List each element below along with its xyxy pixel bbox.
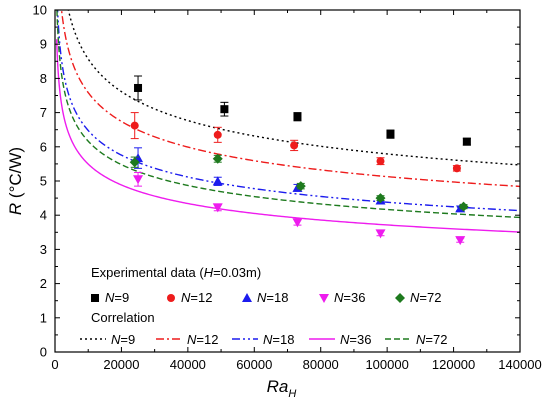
legend-line-label-n-9: N=9 [111,332,135,347]
x-axis-title-sub: H [288,388,296,400]
data-point-n-12-4 [452,164,461,173]
experimental-points [129,75,471,246]
legend-line-label-n-18: N=18 [263,332,294,347]
data-point-n-36-4 [455,236,466,246]
legend-label-var-n-36: N [334,290,344,305]
correlation-curve-n-18 [56,10,520,212]
y-tick-label-6: 6 [40,139,47,154]
legend-label-var-n-18: N [257,290,267,305]
legend-header-experimental-var: H [204,265,214,280]
x-axis-title: RaH [267,377,297,400]
data-point-n-72-3 [375,193,386,204]
legend-label-n-9: N=9 [105,290,129,305]
y-tick-label-5: 5 [40,174,47,189]
x-tick-label-7: 140000 [498,357,541,372]
legend-marker-n-72 [395,293,405,303]
legend-label-value-n-36: =36 [343,290,365,305]
y-tick-label-8: 8 [40,71,47,86]
x-tick-label-6: 120000 [432,357,475,372]
legend-marker-n-12 [167,294,175,302]
legend-label-n-18: N=18 [257,290,288,305]
legend-line-label-n-72: N=72 [416,332,447,347]
y-tick-label-9: 9 [40,37,47,52]
x-tick-label-4: 80000 [303,357,339,372]
x-tick-label-3: 60000 [236,357,272,372]
data-point-n-12-0 [130,121,139,130]
legend-marker-n-36 [319,294,329,303]
legend-header-correlation: Correlation [91,310,155,325]
legend-line-label-var-n-12: N [187,332,197,347]
legend-line-label-n-12: N=12 [187,332,218,347]
legend-label-var-n-9: N [105,290,115,305]
data-point-n-72-1 [212,153,223,164]
legend-label-value-n-18: =18 [266,290,288,305]
data-point-n-9-3 [386,130,395,139]
legend-marker-n-18 [242,293,252,302]
y-tick-label-3: 3 [40,242,47,257]
legend-line-label-value-n-9: =9 [120,332,135,347]
legend-line-label-value-n-36: =36 [349,332,371,347]
data-point-n-18-1 [212,176,223,186]
y-axis-title-unit: (°C/W) [6,147,25,198]
correlation-curve-n-72 [56,10,520,219]
legend-label-var-n-12: N [181,290,191,305]
correlation-curve-n-12 [60,10,520,188]
legend-label-value-n-9: =9 [114,290,129,305]
legend-line-label-var-n-9: N [111,332,121,347]
data-point-n-12-3 [376,157,385,166]
data-point-n-72-2 [295,181,306,192]
legend-line-label-value-n-12: =12 [196,332,218,347]
legend-header-experimental-tail: =0.03m) [213,265,261,280]
x-tick-label-5: 100000 [365,357,408,372]
legend-label-var-n-72: N [410,290,420,305]
data-point-n-9-2 [293,112,302,121]
x-tick-label-0: 0 [51,357,58,372]
axes: 0 20000 40000 60000 80000 100000 120000 140000 0… [6,3,542,401]
y-axis-title: R (°C/W) [6,147,25,215]
legend-line-label-value-n-18: =18 [272,332,294,347]
y-tick-label-7: 7 [40,105,47,120]
data-point-n-72-4 [458,201,469,212]
legend: Experimental data (H=0.03m)CorrelationN=… [80,265,447,347]
y-tick-label-0: 0 [40,345,47,360]
data-point-n-9-0 [134,83,143,92]
data-point-n-36-0 [133,175,144,185]
legend-line-label-value-n-72: =72 [425,332,447,347]
y-tick-label-4: 4 [40,208,47,223]
y-tick-label-2: 2 [40,276,47,291]
y-tick-label-1: 1 [40,310,47,325]
legend-label-value-n-72: =72 [419,290,441,305]
data-point-n-36-2 [292,218,303,228]
legend-line-label-n-36: N=36 [340,332,371,347]
correlation-curve-n-36 [55,39,520,233]
x-axis-title-main: Ra [267,377,289,396]
correlation-curve-n-9 [67,10,520,166]
y-axis-title-main: R [6,198,25,215]
x-tick-label-2: 40000 [170,357,206,372]
data-point-n-9-1 [220,105,229,114]
y-tick-label-10: 10 [33,3,47,18]
data-point-n-12-2 [290,141,299,150]
data-point-n-36-3 [375,229,386,239]
legend-label-n-12: N=12 [181,290,212,305]
legend-label-n-36: N=36 [334,290,365,305]
legend-label-value-n-12: =12 [190,290,212,305]
data-point-n-36-1 [212,203,223,213]
correlation-curves [55,10,520,233]
legend-header-experimental: Experimental data (H=0.03m) [91,265,261,280]
data-point-n-12-1 [213,130,222,139]
x-tick-label-1: 20000 [103,357,139,372]
legend-line-label-var-n-18: N [263,332,273,347]
data-point-n-72-0 [129,157,140,168]
legend-header-experimental-text: Experimental data ( [91,265,204,280]
legend-line-label-var-n-36: N [340,332,350,347]
legend-label-n-72: N=72 [410,290,441,305]
data-point-n-9-4 [462,137,471,146]
legend-line-label-var-n-72: N [416,332,426,347]
legend-marker-n-9 [91,294,99,302]
